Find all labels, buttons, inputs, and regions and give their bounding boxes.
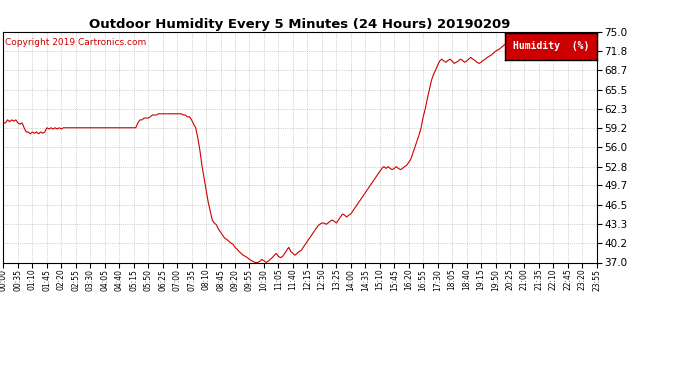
Title: Outdoor Humidity Every 5 Minutes (24 Hours) 20190209: Outdoor Humidity Every 5 Minutes (24 Hou…	[90, 18, 511, 31]
Text: Copyright 2019 Cartronics.com: Copyright 2019 Cartronics.com	[5, 38, 146, 46]
